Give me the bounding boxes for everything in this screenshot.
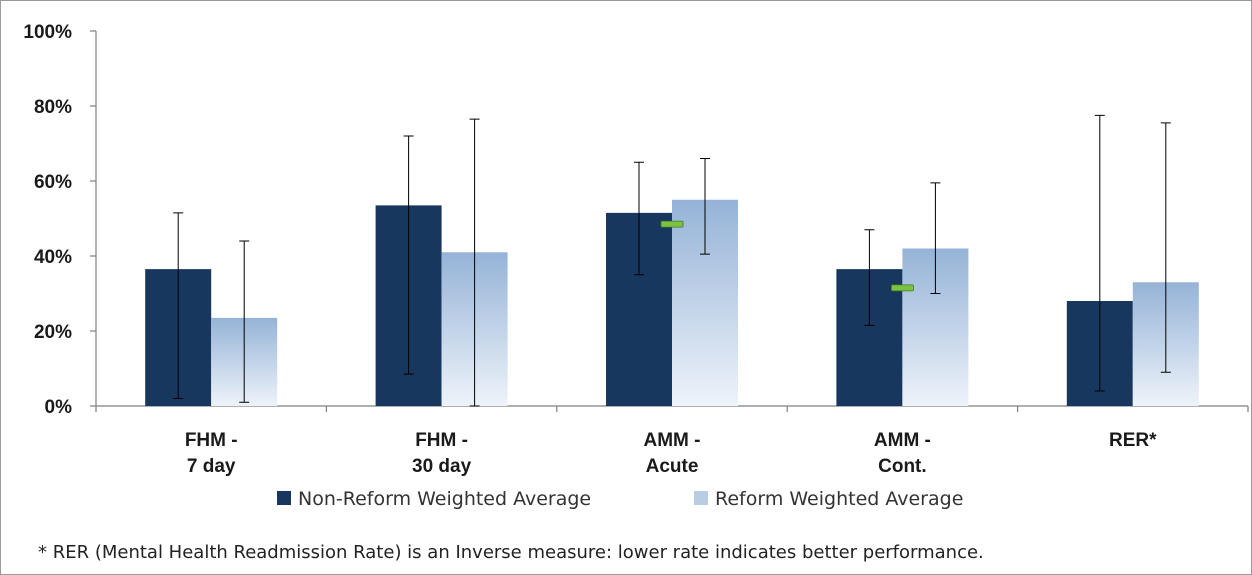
x-category-label: AMM -Acute xyxy=(644,430,701,477)
x-category-label: FHM -7 day xyxy=(185,430,238,477)
benchmark-marker xyxy=(891,284,914,292)
legend-swatch-non-reform xyxy=(277,491,291,505)
chart-labels: FHM -7 day FHM -30 day AMM -Acute AMM -Cont… xyxy=(185,430,1157,477)
legend: Non-Reform Weighted Average Reform Weigh… xyxy=(277,488,963,510)
legend-swatch-reform xyxy=(694,491,708,505)
y-tick-label: 40% xyxy=(34,247,72,268)
y-tick-label: 0% xyxy=(45,397,73,418)
benchmark-marker xyxy=(660,220,684,228)
y-tick-label: 80% xyxy=(34,97,72,118)
x-category-label: AMM -Cont. xyxy=(874,430,931,477)
x-category-label: FHM -30 day xyxy=(412,430,472,477)
legend-label-reform: Reform Weighted Average xyxy=(715,488,963,510)
y-tick-label: 100% xyxy=(23,22,72,43)
chart-bars xyxy=(145,114,1199,407)
y-tick-label: 60% xyxy=(34,172,72,193)
x-category-label: RER* xyxy=(1109,430,1157,451)
chart-axes: 0% 20% 40% 60% 80% 100% xyxy=(23,22,1249,418)
y-tick-label: 20% xyxy=(34,322,72,343)
legend-label-non-reform: Non-Reform Weighted Average xyxy=(298,488,591,510)
footnote: * RER (Mental Health Readmission Rate) i… xyxy=(38,542,984,563)
